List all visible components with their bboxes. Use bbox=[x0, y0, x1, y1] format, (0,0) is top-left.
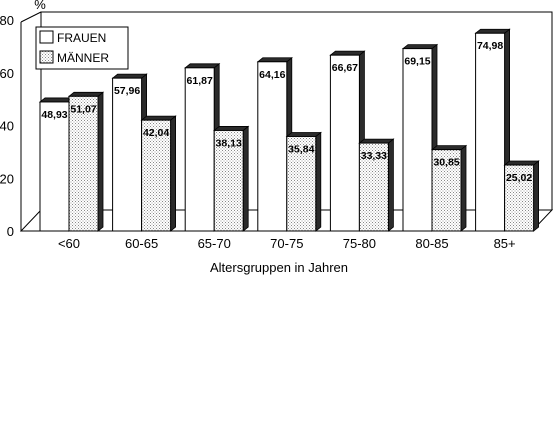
y-unit-label: % bbox=[34, 0, 46, 12]
bar-side-face bbox=[460, 144, 467, 232]
bar-maenner: 38,13 bbox=[213, 125, 250, 232]
bar-top-face bbox=[401, 44, 439, 50]
bar-top-face bbox=[256, 57, 293, 63]
bar-front-face bbox=[475, 32, 506, 232]
bar-top-face bbox=[213, 126, 250, 131]
bar-value-label: 66,67 bbox=[332, 62, 358, 74]
bar-front-face bbox=[329, 54, 360, 232]
bar-value-label: 69,15 bbox=[404, 56, 430, 68]
y-tick-label: 60 bbox=[0, 66, 14, 81]
x-axis-title: Altersgruppen in Jahren bbox=[210, 260, 348, 275]
bar-front-face bbox=[68, 95, 99, 232]
bar-maenner: 30,85 bbox=[430, 144, 468, 232]
bar-side-face bbox=[170, 115, 177, 232]
bar-maenner: 51,07 bbox=[67, 91, 105, 232]
x-category-label: 60-65 bbox=[125, 236, 158, 251]
bar-maenner: 42,04 bbox=[140, 115, 177, 232]
bar-front-face bbox=[504, 164, 535, 232]
x-category-label: <60 bbox=[58, 236, 80, 251]
bar-value-label: 61,87 bbox=[187, 75, 213, 87]
bar-top-face bbox=[358, 138, 395, 144]
y-tick-label: 0 bbox=[7, 224, 14, 239]
bar-value-label: 64,16 bbox=[259, 69, 285, 81]
bar-value-label: 38,13 bbox=[216, 137, 242, 149]
bar-front-face bbox=[112, 77, 143, 232]
x-axis-categories: <60 60-65 65-70 70-75 75-80 80-85 85+ bbox=[58, 236, 516, 251]
bar-front-face bbox=[358, 142, 389, 232]
bar-value-label: 74,98 bbox=[477, 40, 503, 52]
x-category-label: 85+ bbox=[494, 236, 516, 251]
x-category-label: 75-80 bbox=[343, 236, 376, 251]
x-category-label: 65-70 bbox=[198, 236, 231, 251]
bar-top-face bbox=[285, 132, 322, 137]
bar-front-face bbox=[39, 101, 70, 232]
bar-value-label: 33,33 bbox=[361, 150, 387, 162]
y-tick-label: 20 bbox=[0, 171, 14, 186]
bar-front-face bbox=[257, 61, 288, 232]
bar-maenner: 25,02 bbox=[503, 160, 540, 232]
bar-front-face bbox=[213, 129, 244, 232]
bar-maenner: 35,84 bbox=[285, 131, 322, 232]
bar-value-label: 25,02 bbox=[506, 172, 532, 184]
bar-front-face bbox=[286, 135, 317, 232]
bar-value-label: 51,07 bbox=[70, 103, 96, 115]
bar-value-label: 57,96 bbox=[114, 85, 140, 97]
bar-front-face bbox=[141, 119, 172, 232]
bar-front-face bbox=[402, 48, 433, 232]
bar-top-face bbox=[67, 91, 105, 97]
bar-front-face bbox=[431, 149, 462, 232]
bar-value-label: 30,85 bbox=[433, 157, 459, 169]
bar-value-label: 35,84 bbox=[288, 143, 314, 155]
x-category-label: 70-75 bbox=[270, 236, 303, 251]
legend-swatch-maenner bbox=[39, 50, 54, 64]
bar-top-face bbox=[140, 115, 177, 121]
bar-top-face bbox=[329, 50, 366, 56]
y-axis-ticks: 0 20 40 60 80 bbox=[0, 13, 14, 239]
bar-maenner: 33,33 bbox=[358, 138, 395, 232]
bar-top-face bbox=[430, 145, 468, 151]
bar-series: 48,93 51,07 57,96 42,04 61,87 38,13 64,16 35,84… bbox=[38, 28, 540, 232]
bar-side-face bbox=[533, 160, 539, 232]
bar-top-face bbox=[503, 160, 540, 166]
bar-side-face bbox=[315, 131, 322, 232]
bar-side-face bbox=[97, 91, 104, 232]
bar-front-face bbox=[184, 67, 215, 232]
legend-label-frauen: FRAUEN bbox=[57, 31, 106, 45]
bar-side-face bbox=[387, 138, 394, 232]
y-axis-depth bbox=[20, 11, 42, 23]
bar-value-label: 48,93 bbox=[41, 109, 67, 121]
legend: FRAUEN MÄNNER bbox=[35, 26, 129, 70]
y-tick-label: 40 bbox=[0, 119, 14, 134]
bar-top-face bbox=[184, 63, 221, 69]
bar-top-face bbox=[111, 73, 148, 79]
bar-top-face bbox=[474, 28, 511, 34]
bar-side-face bbox=[242, 125, 249, 232]
y-tick-label: 80 bbox=[0, 13, 14, 28]
legend-swatch-frauen bbox=[39, 30, 54, 44]
legend-label-maenner: MÄNNER bbox=[57, 51, 109, 65]
x-category-label: 80-85 bbox=[415, 236, 448, 251]
bar-value-label: 42,04 bbox=[143, 127, 169, 139]
